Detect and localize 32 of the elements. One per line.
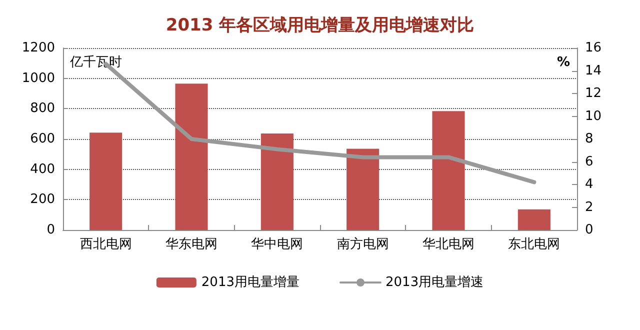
y-tick-label: 800 — [30, 101, 55, 116]
x-tick-label: 华中电网 — [251, 237, 304, 252]
y2-tick-label: 2 — [585, 200, 594, 215]
legend-label: 2013用电量增速 — [386, 275, 484, 290]
y-tick-label: 400 — [30, 162, 55, 177]
x-tick-label: 东北电网 — [508, 237, 560, 252]
bar — [175, 84, 208, 230]
bar — [432, 111, 465, 230]
bar — [518, 209, 550, 230]
x-tick-label: 南方电网 — [336, 236, 389, 252]
bar — [90, 132, 122, 230]
y2-axis-title: % — [556, 55, 570, 70]
x-tick-label: 华北电网 — [422, 237, 474, 252]
y-tick-label: 600 — [30, 132, 55, 146]
y2-tick-label: 14 — [585, 63, 602, 78]
y2-tick-label: 12 — [585, 86, 602, 101]
bar — [260, 134, 294, 230]
y-tick-label: 1200 — [22, 40, 55, 56]
y2-tick-label: 16 — [585, 40, 602, 56]
y-tick-label: 0 — [46, 222, 55, 238]
y2-tick-label: 4 — [585, 177, 594, 192]
y2-tick-label: 0 — [585, 222, 594, 238]
legend-label: 2013用电量增量 — [201, 275, 300, 290]
bar — [346, 148, 380, 230]
x-tick-label: 华东电网 — [166, 237, 218, 252]
y2-tick-label: 10 — [585, 108, 602, 124]
y-tick-label: 1000 — [22, 70, 55, 86]
chart-title: 2013 年各区域用电增量及用电增速对比 — [166, 16, 474, 36]
y2-tick-label: 8 — [585, 132, 594, 146]
y2-tick-label: 6 — [585, 154, 594, 170]
x-tick-label: 西北电网 — [80, 237, 132, 252]
y-tick-label: 200 — [30, 192, 55, 208]
